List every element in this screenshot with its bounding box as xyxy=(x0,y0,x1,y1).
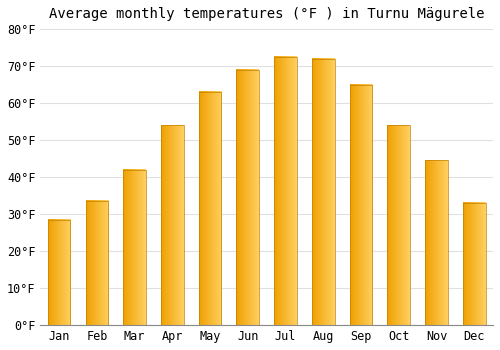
Bar xyxy=(161,125,184,325)
Bar xyxy=(350,85,372,325)
Bar xyxy=(463,203,485,325)
Bar xyxy=(425,160,448,325)
Bar xyxy=(236,70,259,325)
Title: Average monthly temperatures (°F ) in Turnu Mägurele: Average monthly temperatures (°F ) in Tu… xyxy=(49,7,484,21)
Bar xyxy=(86,201,108,325)
Bar xyxy=(312,59,334,325)
Bar xyxy=(388,125,410,325)
Bar xyxy=(199,92,222,325)
Bar xyxy=(274,57,297,325)
Bar xyxy=(48,220,70,325)
Bar xyxy=(124,170,146,325)
